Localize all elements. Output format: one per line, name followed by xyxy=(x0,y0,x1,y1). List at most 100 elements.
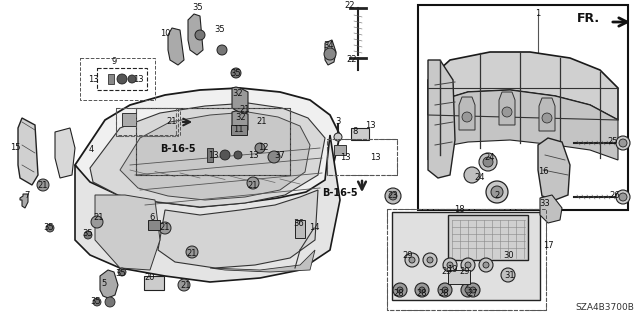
Text: 35: 35 xyxy=(230,69,241,78)
Text: 5: 5 xyxy=(101,279,107,288)
Bar xyxy=(448,215,528,260)
Bar xyxy=(448,270,470,284)
Bar xyxy=(231,125,247,135)
Text: 19: 19 xyxy=(447,264,457,273)
Text: 36: 36 xyxy=(294,219,305,228)
Text: 21: 21 xyxy=(257,117,268,127)
Text: 7: 7 xyxy=(24,191,29,201)
Text: 12: 12 xyxy=(258,143,268,152)
Circle shape xyxy=(415,283,429,297)
Text: 22: 22 xyxy=(347,56,357,64)
Text: 26: 26 xyxy=(610,191,620,201)
Text: 6: 6 xyxy=(149,213,155,222)
Circle shape xyxy=(438,283,452,297)
Circle shape xyxy=(393,283,407,297)
Bar xyxy=(80,58,155,100)
Text: 27: 27 xyxy=(468,288,478,298)
Bar xyxy=(116,108,176,136)
Polygon shape xyxy=(210,250,315,272)
Text: 35: 35 xyxy=(44,224,54,233)
Bar xyxy=(327,139,397,175)
Circle shape xyxy=(117,74,127,84)
Polygon shape xyxy=(120,112,310,200)
Circle shape xyxy=(486,181,508,203)
Bar xyxy=(327,139,397,175)
Circle shape xyxy=(247,177,259,189)
Text: 17: 17 xyxy=(543,241,554,249)
Circle shape xyxy=(442,287,448,293)
Bar xyxy=(144,276,164,290)
Circle shape xyxy=(616,136,630,150)
Circle shape xyxy=(217,45,227,55)
Text: 10: 10 xyxy=(160,29,170,39)
Circle shape xyxy=(46,224,54,232)
Circle shape xyxy=(502,107,512,117)
Text: 24: 24 xyxy=(484,153,495,162)
Circle shape xyxy=(479,258,493,272)
Bar xyxy=(148,220,160,230)
Text: 35: 35 xyxy=(214,26,225,34)
Text: 21: 21 xyxy=(180,280,191,290)
Circle shape xyxy=(255,143,265,153)
Polygon shape xyxy=(90,103,325,207)
Circle shape xyxy=(462,112,472,122)
Circle shape xyxy=(118,268,126,276)
Text: 21: 21 xyxy=(93,213,104,222)
Text: 21: 21 xyxy=(248,181,259,189)
Polygon shape xyxy=(428,52,618,120)
Text: 13: 13 xyxy=(248,151,259,160)
Text: 3: 3 xyxy=(335,117,340,127)
Text: 30: 30 xyxy=(504,251,515,261)
Circle shape xyxy=(443,258,457,272)
Text: 21: 21 xyxy=(240,105,250,114)
Polygon shape xyxy=(539,98,555,131)
Text: 35: 35 xyxy=(116,269,126,278)
Circle shape xyxy=(105,297,115,307)
Bar xyxy=(418,5,628,210)
Text: 21: 21 xyxy=(167,117,177,127)
Polygon shape xyxy=(108,74,114,84)
Text: 35: 35 xyxy=(193,3,204,11)
Circle shape xyxy=(324,48,336,60)
Bar xyxy=(295,220,305,238)
Circle shape xyxy=(159,222,171,234)
Circle shape xyxy=(91,216,103,228)
Text: 37: 37 xyxy=(275,151,285,160)
Polygon shape xyxy=(100,270,118,298)
Text: 4: 4 xyxy=(88,145,93,153)
Circle shape xyxy=(84,231,92,239)
Circle shape xyxy=(385,188,401,204)
Polygon shape xyxy=(232,111,248,132)
Circle shape xyxy=(466,283,480,297)
Polygon shape xyxy=(499,92,515,125)
Bar xyxy=(116,108,178,136)
Polygon shape xyxy=(207,148,213,162)
Circle shape xyxy=(195,30,205,40)
Text: 21: 21 xyxy=(160,224,170,233)
Text: 18: 18 xyxy=(454,205,464,214)
Text: 32: 32 xyxy=(233,90,243,99)
Text: 29: 29 xyxy=(442,266,452,276)
Circle shape xyxy=(423,253,437,267)
Text: 13: 13 xyxy=(340,153,350,162)
Circle shape xyxy=(461,283,475,297)
Polygon shape xyxy=(55,128,75,178)
Circle shape xyxy=(409,257,415,263)
Circle shape xyxy=(483,262,489,268)
Circle shape xyxy=(268,151,280,163)
Polygon shape xyxy=(232,87,248,114)
Text: 28: 28 xyxy=(394,288,404,298)
Circle shape xyxy=(186,246,198,258)
Text: 25: 25 xyxy=(608,137,618,146)
Bar xyxy=(351,128,369,140)
Circle shape xyxy=(542,113,552,123)
Text: 2: 2 xyxy=(494,191,500,201)
Text: FR.: FR. xyxy=(577,11,600,25)
Text: B-16-5: B-16-5 xyxy=(160,144,196,154)
Polygon shape xyxy=(459,97,475,130)
Circle shape xyxy=(465,287,471,293)
Text: 13: 13 xyxy=(88,76,99,85)
Text: 21: 21 xyxy=(187,249,197,257)
Polygon shape xyxy=(325,40,336,65)
Circle shape xyxy=(470,287,476,293)
